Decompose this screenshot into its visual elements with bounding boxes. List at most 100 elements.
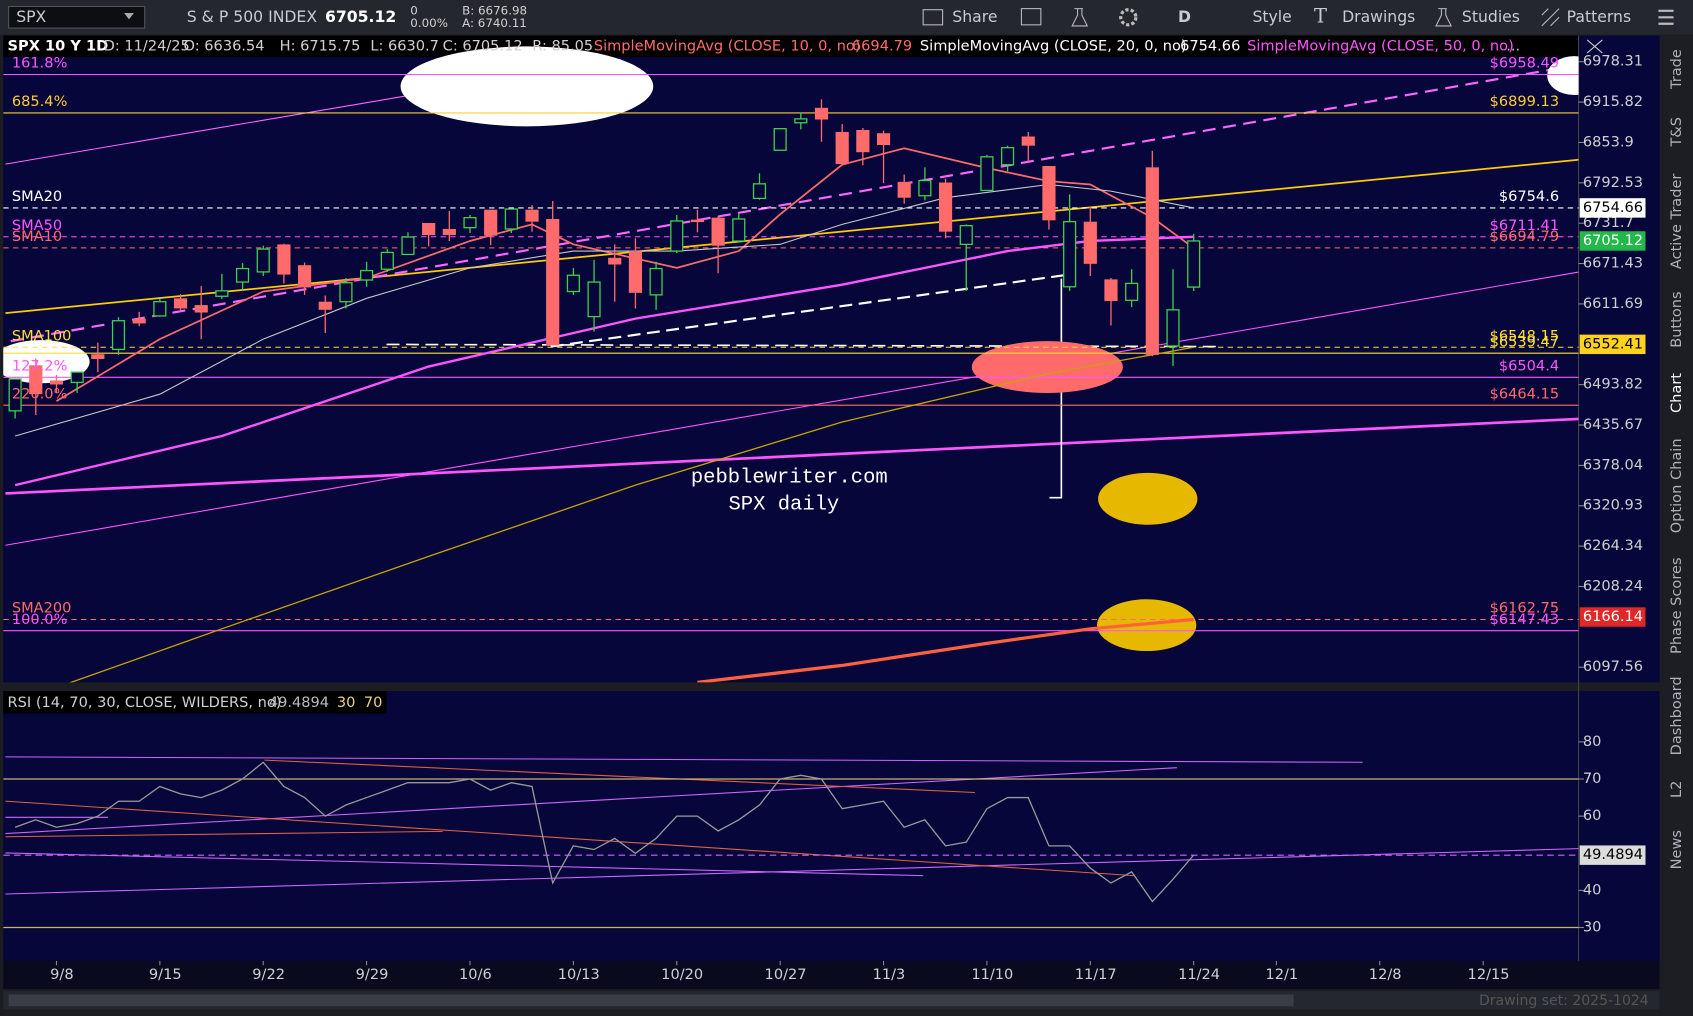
highlight-ellipse[interactable] bbox=[1098, 472, 1198, 525]
symbol: SPX bbox=[16, 7, 46, 26]
y-tick-label: 70 bbox=[1583, 770, 1602, 787]
candle-body bbox=[153, 301, 167, 317]
x-tick-label: 11/24 bbox=[1178, 966, 1220, 983]
candle-body bbox=[91, 354, 105, 359]
rsi-header bbox=[3, 691, 387, 714]
level-price-label: $6162.75 bbox=[1490, 600, 1560, 617]
candle-body bbox=[111, 320, 126, 351]
level-label: SMA10 bbox=[12, 228, 62, 245]
level-label: 161.8% bbox=[12, 55, 68, 72]
price-panel bbox=[3, 35, 1660, 683]
study-label: SimpleMovingAvg (CLOSE, 10, 0, no) bbox=[594, 37, 861, 54]
trendline[interactable] bbox=[5, 800, 1134, 877]
x-tick-label: 9/22 bbox=[252, 966, 285, 983]
candle-body bbox=[649, 267, 663, 296]
rsi-marker-label: 49.4894 bbox=[1583, 846, 1643, 863]
side-tab[interactable]: Active Trader bbox=[1668, 174, 1685, 270]
trendline[interactable] bbox=[264, 759, 976, 794]
price-marker-label: 6705.12 bbox=[1583, 232, 1643, 249]
highlight-ellipse[interactable] bbox=[971, 341, 1123, 394]
drawings-button[interactable]: Drawings bbox=[1342, 7, 1415, 26]
patterns-icon[interactable] bbox=[1541, 8, 1560, 27]
price-marker-label: 6166.14 bbox=[1583, 608, 1643, 625]
trendline[interactable] bbox=[5, 271, 1579, 546]
price-marker bbox=[1579, 198, 1646, 218]
side-tab[interactable]: T&S bbox=[1668, 117, 1685, 147]
moving-average bbox=[56, 147, 1195, 402]
x-tick-label: 10/13 bbox=[558, 966, 600, 983]
rsi-value: 49.4894 bbox=[269, 694, 329, 711]
side-tab[interactable]: Trade bbox=[1668, 49, 1685, 90]
candle-body bbox=[566, 274, 580, 293]
candle-body bbox=[318, 301, 332, 310]
trendline[interactable] bbox=[5, 848, 1579, 895]
candle-body bbox=[194, 305, 208, 313]
candle-body bbox=[484, 209, 498, 236]
drawings bbox=[0, 46, 1601, 652]
candle-body bbox=[132, 318, 146, 324]
side-tab[interactable]: Phase Scores bbox=[1668, 557, 1685, 653]
patterns-button[interactable]: Patterns bbox=[1567, 7, 1631, 26]
rsi-marker bbox=[1579, 845, 1646, 865]
flag-icon[interactable] bbox=[1020, 8, 1042, 26]
candle-body bbox=[1021, 136, 1035, 146]
side-tab[interactable]: L2 bbox=[1668, 781, 1685, 798]
trendline[interactable] bbox=[5, 756, 1363, 763]
scroll-thumb[interactable] bbox=[8, 994, 1294, 1007]
collapse-icon[interactable] bbox=[1586, 39, 1603, 54]
share-icon[interactable] bbox=[922, 9, 944, 26]
more[interactable]: ... bbox=[1506, 37, 1520, 54]
share-button[interactable]: Share bbox=[952, 7, 997, 26]
side-tab[interactable]: Dashboard bbox=[1668, 676, 1685, 755]
trendline[interactable] bbox=[550, 274, 1064, 348]
ask: A: 6740.11 bbox=[462, 16, 527, 30]
studies-icon[interactable] bbox=[1435, 8, 1453, 27]
study-label: SimpleMovingAvg (CLOSE, 20, 0, no) bbox=[920, 37, 1187, 54]
side-tab[interactable]: News bbox=[1668, 830, 1685, 869]
side-tab[interactable]: Option Chain bbox=[1668, 438, 1685, 533]
candle-body bbox=[752, 183, 767, 200]
candle-body bbox=[277, 244, 291, 275]
level-price-label: $6958.49 bbox=[1490, 55, 1560, 72]
drawings-icon[interactable]: T bbox=[1314, 4, 1327, 27]
trendline[interactable] bbox=[5, 830, 443, 838]
x-tick-label: 12/8 bbox=[1369, 966, 1402, 983]
candle-body bbox=[49, 380, 64, 385]
side-tab[interactable]: Chart bbox=[1668, 373, 1685, 413]
highlight-ellipse[interactable] bbox=[1547, 56, 1601, 96]
highlight-ellipse[interactable] bbox=[0, 340, 90, 384]
trendline[interactable] bbox=[5, 852, 924, 877]
rsi-title: RSI (14, 70, 30, CLOSE, WILDERS, no) bbox=[8, 694, 282, 711]
rsi-line bbox=[14, 761, 1195, 903]
lab-icon[interactable] bbox=[1071, 8, 1089, 27]
level-label: 100.0% bbox=[12, 611, 68, 628]
symbol-box[interactable] bbox=[8, 5, 146, 29]
ohlc-range: R: 85.05 bbox=[532, 37, 593, 54]
candle-body bbox=[298, 265, 312, 288]
ohlc-date: D: 11/24/25 bbox=[104, 37, 190, 54]
description: S & P 500 INDEX bbox=[187, 7, 318, 26]
candle-body bbox=[422, 223, 436, 235]
candle-body bbox=[835, 131, 849, 165]
x-tick-label: 11/17 bbox=[1075, 966, 1117, 983]
dropdown-icon[interactable] bbox=[124, 12, 134, 20]
study-label: SimpleMovingAvg (CLOSE, 50, 0, no) bbox=[1247, 37, 1514, 54]
side-tab[interactable]: Buttons bbox=[1668, 291, 1685, 347]
period-button[interactable]: D bbox=[1178, 7, 1191, 26]
candle-body bbox=[463, 217, 477, 229]
highlight-ellipse[interactable] bbox=[400, 46, 654, 127]
candle-body bbox=[235, 267, 250, 283]
candle-body bbox=[70, 371, 84, 384]
y-tick-label: 6671.43 bbox=[1583, 255, 1643, 272]
change: 0 bbox=[410, 3, 418, 17]
trendline[interactable] bbox=[5, 417, 1579, 495]
candle-body bbox=[732, 218, 746, 242]
studies-button[interactable]: Studies bbox=[1462, 7, 1520, 26]
candle-body bbox=[1104, 279, 1118, 301]
menu-icon[interactable] bbox=[1658, 9, 1674, 25]
settings-icon[interactable] bbox=[1119, 8, 1138, 27]
y-tick-label: 6978.31 bbox=[1583, 53, 1643, 70]
candle-body bbox=[814, 107, 829, 120]
style-button[interactable]: Style bbox=[1252, 7, 1291, 26]
